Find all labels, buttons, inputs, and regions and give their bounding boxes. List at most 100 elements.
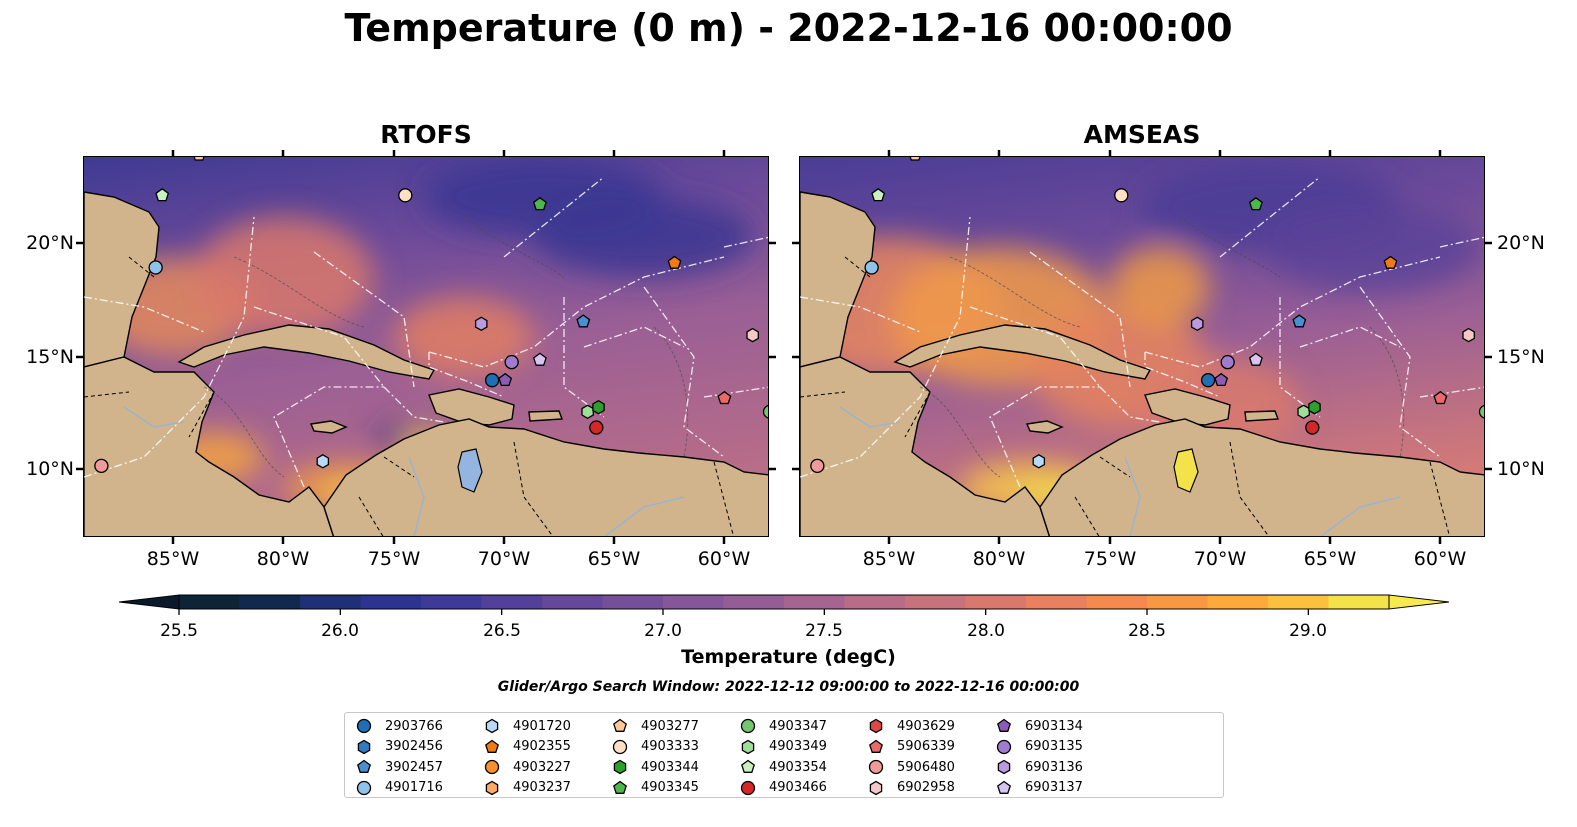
legend-item: 3902457 <box>355 757 443 778</box>
float-marker <box>1200 373 1216 388</box>
legend-marker <box>357 739 371 754</box>
legend-item: 6903136 <box>995 757 1083 778</box>
legend-item: 6903134 <box>995 716 1083 737</box>
pentagon-marker-icon <box>869 739 883 753</box>
hexagon-marker-icon <box>485 780 499 795</box>
colorbar-tick-label: 29.0 <box>1289 621 1327 641</box>
amseas-map[interactable] <box>799 156 1485 537</box>
hexagon-marker-icon <box>869 780 883 795</box>
float-marker <box>717 390 732 405</box>
circle-marker-icon <box>996 739 1012 754</box>
float-marker <box>504 355 519 370</box>
land-cuba <box>893 324 1152 380</box>
float-marker <box>1248 196 1263 211</box>
float-marker <box>1248 352 1263 366</box>
legend-marker <box>484 760 500 775</box>
legend-marker <box>869 780 883 795</box>
float-marker <box>193 157 205 161</box>
panel-title-amseas: AMSEAS <box>1083 120 1201 149</box>
legend-column: 2903766 3902456 3902457 4901716 <box>355 716 443 798</box>
lat-label: 15°N <box>1497 346 1545 368</box>
land-hispaniola <box>428 388 515 426</box>
float-marker <box>746 327 759 343</box>
colorbar-tick-label: 25.5 <box>160 621 198 641</box>
circle-marker-icon <box>484 760 500 775</box>
hexagon-marker-icon <box>485 718 499 734</box>
float-marker <box>592 399 605 415</box>
circle-marker-icon <box>612 739 628 754</box>
legend-item: 4903347 <box>739 716 827 737</box>
land-puerto-rico <box>1244 410 1279 422</box>
colorbar-label: Temperature (degC) <box>681 646 896 668</box>
panel-title-rtofs: RTOFS <box>380 120 472 149</box>
float-marker <box>1383 255 1398 269</box>
float-marker <box>810 458 825 474</box>
legend-marker <box>741 739 755 754</box>
lat-label: 20°N <box>26 232 74 254</box>
circle-marker-icon <box>356 719 372 734</box>
lon-label: 85°W <box>862 548 916 570</box>
lon-label: 80°W <box>256 548 310 570</box>
legend-column: 4903277 4903333 4903344 4903345 <box>611 716 699 798</box>
legend-marker <box>740 719 756 734</box>
legend-label: 4903347 <box>769 718 827 734</box>
legend-item: 2903766 <box>355 716 443 737</box>
pentagon-marker-icon <box>741 759 755 774</box>
legend-item: 4902355 <box>483 737 571 758</box>
colorbar-tick-label: 28.0 <box>967 621 1005 641</box>
legend-item: 5906339 <box>867 737 955 758</box>
legend-marker <box>740 780 756 795</box>
pentagon-marker-icon <box>613 780 627 794</box>
lon-label: 65°W <box>587 548 641 570</box>
legend-item: 3902456 <box>355 737 443 758</box>
colorbar-tick-label: 26.5 <box>483 621 521 641</box>
legend-item: 4903227 <box>483 757 571 778</box>
legend-label: 4903345 <box>641 780 699 796</box>
float-marker <box>155 187 170 202</box>
hexagon-marker-icon <box>613 759 627 775</box>
lon-label: 65°W <box>1303 548 1357 570</box>
float-marker <box>1292 314 1307 328</box>
lat-label: 15°N <box>26 346 74 368</box>
legend-label: 5906339 <box>897 739 955 755</box>
colorbar-tick-label: 27.0 <box>644 621 682 641</box>
legend-item: 4903466 <box>739 778 827 799</box>
legend-label: 6903136 <box>1025 759 1083 775</box>
lon-label: 60°W <box>1413 548 1467 570</box>
legend-marker <box>485 739 499 753</box>
hexagon-marker-icon <box>997 759 1011 775</box>
legend-item: 5906480 <box>867 757 955 778</box>
legend-label: 4903227 <box>513 759 571 775</box>
circle-marker-icon <box>868 760 884 775</box>
legend-label: 4901720 <box>513 718 571 734</box>
hexagon-marker-icon <box>357 739 371 754</box>
legend-label: 4903333 <box>641 739 699 755</box>
legend-marker <box>356 719 372 734</box>
float-marker <box>1462 327 1475 343</box>
legend-marker <box>612 739 628 754</box>
legend-item: 4903333 <box>611 737 699 758</box>
float-marker <box>474 316 488 332</box>
float-marker <box>1032 454 1046 469</box>
float-marker <box>667 255 682 269</box>
colorbar-tick-label: 28.5 <box>1128 621 1166 641</box>
legend-marker <box>997 780 1011 794</box>
legend-label: 4903277 <box>641 718 699 734</box>
float-marker <box>1478 404 1484 419</box>
lat-label: 10°N <box>26 458 74 480</box>
float-marker <box>94 458 109 474</box>
legend-item: 6903137 <box>995 778 1083 799</box>
legend-item: 4903344 <box>611 757 699 778</box>
rtofs-map[interactable] <box>83 156 769 537</box>
legend-item: 4903277 <box>611 716 699 737</box>
land-jamaica <box>1025 420 1064 434</box>
legend-item: 4901720 <box>483 716 571 737</box>
legend-marker <box>356 780 372 795</box>
legend-label: 4903466 <box>769 780 827 796</box>
legend-item: 6902958 <box>867 778 955 799</box>
land-south <box>323 418 768 536</box>
float-marker <box>871 187 886 202</box>
legend-label: 4903237 <box>513 780 571 796</box>
map-canvas <box>84 157 768 536</box>
legend-marker <box>869 739 883 753</box>
